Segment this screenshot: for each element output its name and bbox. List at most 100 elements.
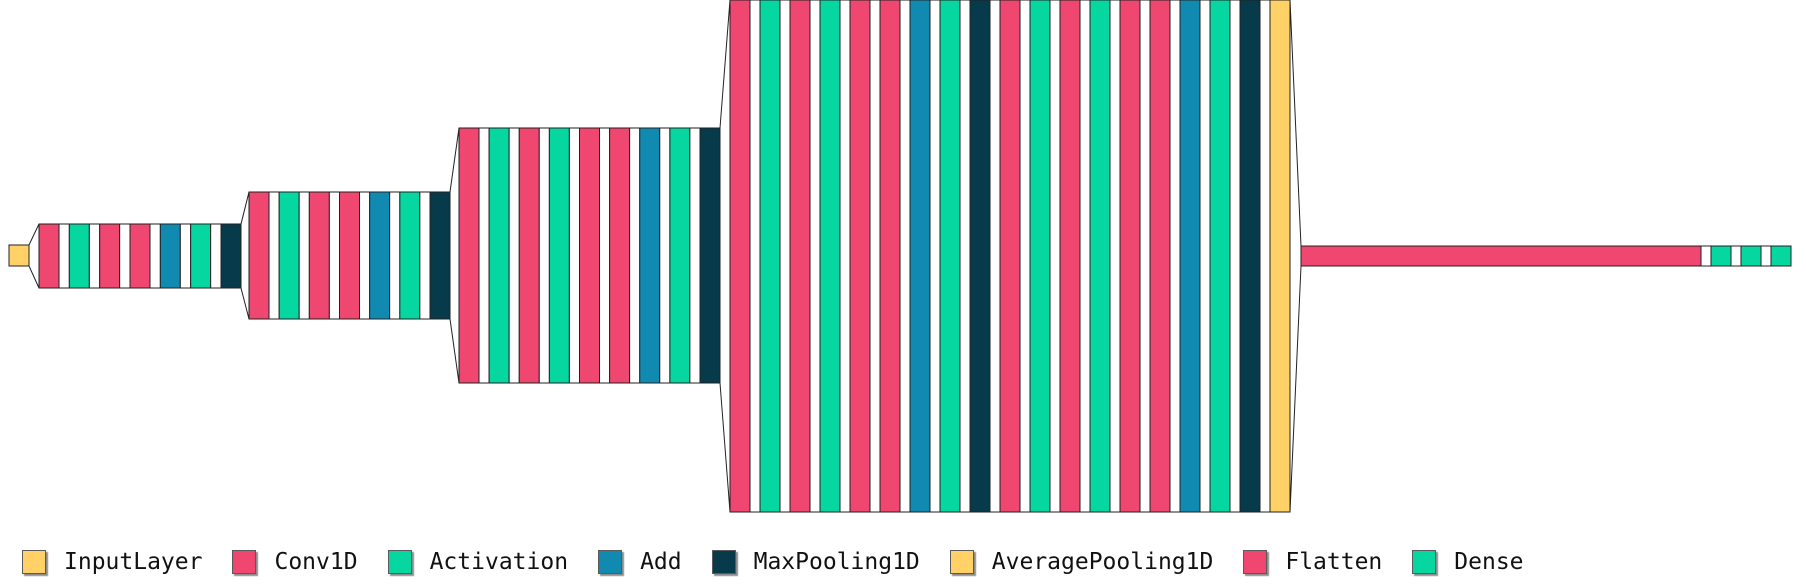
legend-label: Flatten (1285, 549, 1383, 575)
layer-conv1d (849, 0, 871, 513)
legend-swatch (1412, 550, 1437, 574)
legend-item: AveragePooling1D (949, 549, 1213, 575)
layer-gap (899, 0, 911, 513)
layer-conv1d (1149, 0, 1171, 513)
layer-activation (548, 127, 570, 384)
layer-activation (1089, 0, 1111, 513)
layer-gap (599, 127, 611, 384)
legend-label: Dense (1454, 549, 1524, 575)
layer-conv1d (579, 127, 600, 384)
network-architecture-diagram (8, 0, 1792, 513)
layer-conv1d (729, 0, 751, 513)
layer-activation (669, 127, 691, 384)
layer-gap (1730, 245, 1742, 267)
layer-gap (779, 0, 791, 513)
layer-activation (399, 191, 421, 320)
layer-conv1d (879, 0, 901, 513)
layer-gap (298, 191, 310, 320)
layer-averagepooling1d (1269, 0, 1291, 513)
legend-item: Conv1D (232, 549, 358, 575)
legend-swatch (949, 550, 974, 574)
layer-dense (1740, 245, 1762, 267)
layer-dense (1710, 245, 1732, 267)
layer-activation (819, 0, 841, 513)
legend-item: Add (598, 549, 682, 575)
layer-conv1d (789, 0, 811, 513)
legend-swatch (711, 550, 736, 574)
layer-gap (359, 191, 371, 320)
layer-gap (119, 223, 131, 289)
block-connector (449, 127, 460, 193)
legend-swatch (387, 550, 412, 574)
layer-conv1d (1119, 0, 1141, 513)
layer-add (1179, 0, 1201, 513)
layer-add (159, 223, 181, 289)
layer-maxpooling1d (220, 223, 242, 289)
layer-gap (1760, 245, 1772, 267)
legend-item: Dense (1412, 549, 1524, 575)
layer-conv1d (518, 127, 540, 384)
layer-gap (749, 0, 761, 513)
legend: InputLayer Conv1D Activation Add MaxPooling1… (22, 544, 1554, 580)
layer-maxpooling1d (1239, 0, 1261, 513)
layer-gap (478, 127, 490, 384)
layer-gap (508, 127, 520, 384)
block-connector (719, 0, 731, 129)
layer-add (369, 191, 391, 320)
legend-swatch (1243, 550, 1268, 574)
legend-label: Conv1D (274, 549, 358, 575)
layer-gap (989, 0, 1001, 513)
layer-gap (959, 0, 971, 513)
legend-item: Activation (387, 549, 568, 575)
layer-gap (629, 127, 641, 384)
layer-gap (839, 0, 851, 513)
layer-dense (1770, 245, 1792, 267)
layer-gap (1079, 0, 1091, 513)
block-connector (240, 191, 250, 225)
layer-gap (1259, 0, 1271, 513)
layer-conv1d (248, 191, 270, 320)
layer-gap (179, 223, 192, 289)
layer-gap (809, 0, 821, 513)
layer-gap (1700, 245, 1712, 267)
block-connector (1289, 0, 1302, 247)
layer-inputlayer (8, 244, 30, 267)
layer-gap (1049, 0, 1061, 513)
layer-conv1d (458, 127, 480, 384)
layer-gap (689, 127, 701, 384)
layer-gap (419, 191, 431, 320)
block-connector (240, 287, 250, 320)
layer-activation (939, 0, 961, 513)
layer-conv1d (129, 223, 151, 289)
layer-maxpooling1d (429, 191, 451, 320)
layer-gap (1169, 0, 1181, 513)
layer-maxpooling1d (699, 127, 721, 384)
legend-item: InputLayer (22, 549, 202, 575)
layer-conv1d (999, 0, 1021, 513)
layer-activation (190, 223, 212, 289)
layer-conv1d (99, 223, 121, 289)
legend-swatch (232, 550, 257, 574)
legend-item: MaxPooling1D (711, 549, 920, 575)
layer-conv1d (1059, 0, 1081, 513)
layer-gap (869, 0, 881, 513)
layer-add (639, 127, 661, 384)
layer-gap (538, 127, 550, 384)
layer-gap (1229, 0, 1241, 513)
layer-activation (488, 127, 510, 384)
legend-label: InputLayer (64, 549, 203, 575)
layer-gap (1109, 0, 1121, 513)
layer-activation (1029, 0, 1051, 513)
layer-conv1d (339, 191, 360, 320)
block-connector (719, 382, 731, 513)
layer-gap (149, 223, 161, 289)
layer-gap (1199, 0, 1211, 513)
layer-gap (328, 191, 341, 320)
layer-conv1d (609, 127, 631, 384)
legend-item: Flatten (1243, 549, 1382, 575)
layer-conv1d (38, 223, 60, 289)
legend-label: MaxPooling1D (753, 549, 920, 575)
block-connector (28, 265, 40, 289)
layer-activation (1209, 0, 1231, 513)
layer-activation (68, 223, 90, 289)
